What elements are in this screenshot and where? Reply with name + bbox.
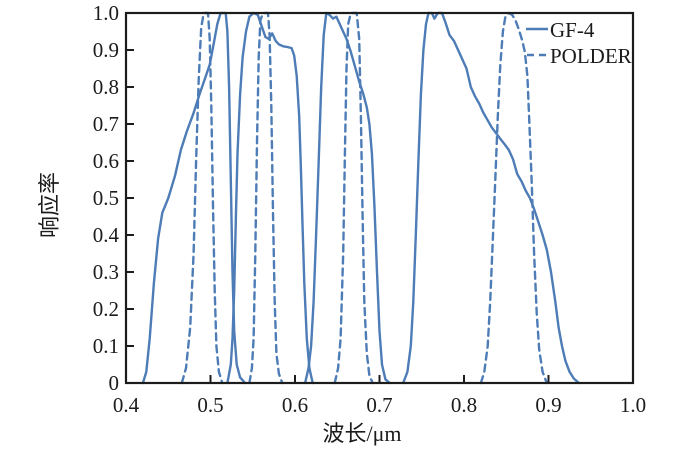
gf4-band-curve: [141, 11, 247, 385]
polder-band-curve: [333, 11, 374, 385]
y-tick-label: 0.5: [93, 186, 119, 210]
y-tick-label: 0: [109, 371, 120, 395]
polder-band-curve: [248, 11, 284, 385]
y-tick-label: 1.0: [93, 1, 119, 25]
x-tick-label: 0.9: [535, 393, 561, 417]
legend-label-polder: POLDER: [550, 44, 632, 68]
x-tick-label: 0.8: [451, 393, 477, 417]
gf4-band-curve: [303, 11, 391, 385]
y-tick-label: 0.8: [93, 75, 119, 99]
y-axis-title: 响应率: [37, 172, 62, 238]
x-tick-label: 0.6: [282, 393, 308, 417]
polder-band-curve: [479, 11, 548, 385]
legend: GF-4 POLDER: [526, 18, 632, 68]
x-tick-label: 0.7: [366, 393, 392, 417]
y-tick-label: 0.6: [93, 149, 119, 173]
y-tick-label: 0.4: [93, 223, 120, 247]
y-tick-label: 0.7: [93, 112, 119, 136]
y-tick-label: 0.9: [93, 38, 119, 62]
x-tick-label: 0.5: [197, 393, 223, 417]
ticks-layer: 0.4 0.5 0.6 0.7 0.8 0.9 1.0 0 0.1 0.2 0.3 0.4 0.5 0.6…: [93, 1, 646, 417]
gf4-band-curve: [402, 11, 581, 385]
polder-band-curve: [180, 11, 224, 385]
x-tick-label: 0.4: [113, 393, 140, 417]
y-tick-label: 0.3: [93, 260, 119, 284]
legend-label-gf4: GF-4: [550, 18, 595, 42]
x-tick-label: 1.0: [620, 393, 646, 417]
y-tick-label: 0.2: [93, 297, 119, 321]
x-axis-title: 波长/μm: [322, 421, 401, 446]
y-tick-label: 0.1: [93, 334, 119, 358]
curves-layer: [141, 11, 581, 385]
